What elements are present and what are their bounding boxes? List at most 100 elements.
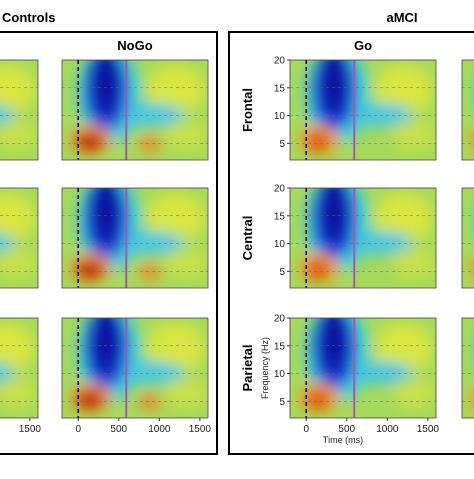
plot-frame — [61, 59, 209, 161]
heatmap — [0, 318, 38, 418]
x-axis-label: Time (ms) — [323, 435, 363, 445]
row-label: Parietal — [240, 345, 255, 392]
y-tick-label: 5 — [279, 267, 285, 278]
y-tick-label: 20 — [274, 56, 286, 67]
heatmap-field — [470, 259, 474, 277]
heat-blob — [319, 188, 349, 243]
heatmap — [62, 188, 208, 288]
plot-frame — [289, 59, 437, 161]
heat-blob — [137, 265, 162, 279]
condition-title: Go — [354, 38, 372, 53]
heat-blob — [470, 259, 474, 277]
x-tick-label: 1500 — [417, 424, 440, 435]
heat-blob — [164, 120, 208, 150]
heat-blob — [0, 193, 36, 243]
heatmap — [62, 318, 208, 418]
heatmap — [462, 188, 474, 288]
heat-blob — [164, 378, 208, 408]
x-tick-label: 1500 — [19, 424, 42, 435]
y-axis-label: Frequency (Hz) — [260, 337, 270, 399]
heat-blob — [374, 65, 434, 115]
plot-frame — [461, 317, 474, 419]
x-tick-label: 1000 — [148, 424, 171, 435]
heat-blob — [392, 248, 436, 278]
y-tick-label: 5 — [279, 397, 285, 408]
panel-frame — [0, 31, 218, 455]
heat-blob — [0, 120, 38, 150]
heatmap-field — [0, 193, 38, 278]
heatmap-field — [298, 60, 436, 155]
panel-frame — [228, 31, 474, 455]
heatmap-bg — [462, 188, 474, 288]
x-tick-label: 0 — [303, 424, 309, 435]
heat-blob — [91, 318, 121, 373]
heat-blob — [91, 60, 121, 115]
y-tick-label: 15 — [274, 341, 286, 352]
plot-frame — [61, 317, 209, 419]
row-label: Central — [240, 216, 255, 261]
heat-blob — [392, 378, 436, 408]
heat-blob — [0, 323, 36, 373]
y-tick-label: 15 — [274, 211, 286, 222]
heat-blob — [374, 323, 434, 373]
heatmap-bg — [462, 60, 474, 160]
heatmap-field — [70, 188, 208, 283]
x-tick-label: 1000 — [376, 424, 399, 435]
heat-blob — [470, 389, 474, 407]
heat-blob — [164, 248, 208, 278]
heat-blob — [0, 65, 36, 115]
condition-title: NoGo — [117, 38, 152, 53]
heatmap-field — [298, 318, 436, 413]
heatmap — [0, 60, 38, 160]
heat-blob — [91, 188, 121, 243]
plot-frame — [289, 317, 437, 419]
heat-blob — [0, 248, 38, 278]
plot-frame — [0, 59, 39, 161]
heatmap-field — [470, 131, 474, 149]
heatmap-field — [0, 323, 38, 408]
x-tick-label: 500 — [110, 424, 127, 435]
plot-frame — [461, 59, 474, 161]
heat-blob — [75, 260, 105, 280]
heat-blob — [0, 363, 17, 383]
heatmap — [62, 60, 208, 160]
heatmap-field — [470, 389, 474, 407]
group-title: Controls — [2, 10, 55, 25]
plot-frame — [0, 187, 39, 289]
heatmap-field — [0, 65, 38, 150]
x-tick-label: 0 — [75, 424, 81, 435]
heat-blob — [319, 318, 349, 373]
plot-frame — [289, 187, 437, 289]
heat-blob — [319, 60, 349, 115]
y-tick-label: 10 — [274, 111, 286, 122]
heat-blob — [392, 120, 436, 150]
x-tick-label: 1500 — [189, 424, 212, 435]
heat-blob — [75, 390, 105, 410]
heat-blob — [146, 65, 206, 115]
y-tick-label: 20 — [274, 314, 286, 325]
heat-blob — [146, 193, 206, 243]
heatmap-field — [298, 188, 436, 283]
plot-frame — [61, 187, 209, 289]
heatmap-field — [70, 60, 208, 155]
y-tick-label: 10 — [274, 369, 286, 380]
y-tick-label: 20 — [274, 184, 286, 195]
y-tick-label: 5 — [279, 139, 285, 150]
heat-blob — [470, 131, 474, 149]
plot-frame — [0, 317, 39, 419]
heat-blob — [137, 137, 162, 151]
heat-blob — [307, 260, 328, 280]
heatmap — [290, 318, 436, 418]
row-label: Frontal — [240, 88, 255, 132]
heat-blob — [75, 132, 105, 152]
heat-blob — [0, 378, 38, 408]
heatmap — [290, 60, 436, 160]
heatmap — [462, 60, 474, 160]
heat-blob — [146, 323, 206, 373]
y-tick-label: 15 — [274, 83, 286, 94]
heatmap-field — [70, 318, 208, 413]
plot-frame — [461, 187, 474, 289]
heat-blob — [137, 395, 162, 409]
x-tick-label: 1000 — [0, 424, 1, 435]
